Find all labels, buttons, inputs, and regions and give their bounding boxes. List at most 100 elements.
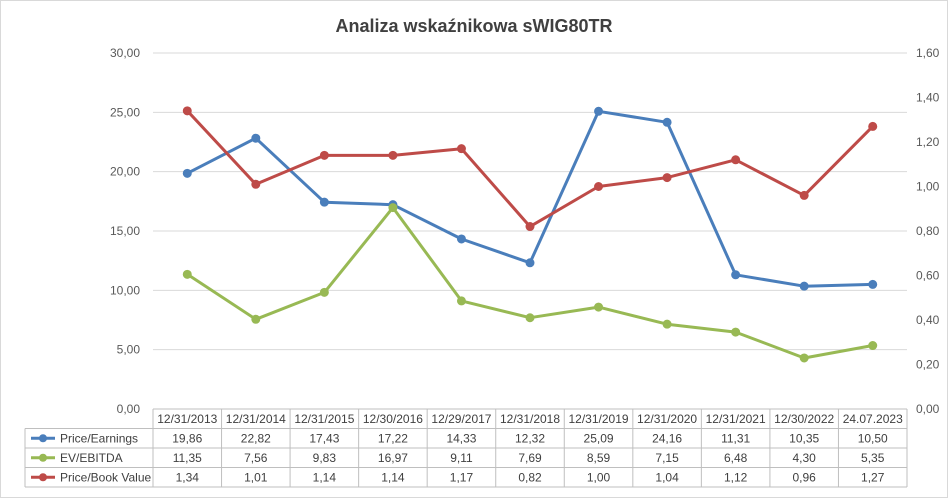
right-tick-label: 0,00 [916,402,940,416]
data-cell: 17,22 [378,431,408,445]
data-cell: 16,97 [378,451,408,465]
right-axis: 0,00 0,20 0,40 0,60 0,80 1,00 1,20 1,40 1,60 [916,46,940,416]
data-cell: 8,59 [587,451,611,465]
data-table: 12/31/2013 12/31/2014 12/31/2015 12/30/2016… [24,408,908,488]
data-cell: 1,17 [450,470,474,484]
left-tick-label: 15,00 [110,224,140,238]
data-cell: 1,27 [861,470,885,484]
left-tick-label: 25,00 [110,105,140,119]
series-point [868,341,878,351]
data-cell: 7,69 [518,451,542,465]
series-point [388,203,398,213]
series-point [799,281,809,291]
data-cell: 1,04 [655,470,679,484]
data-cell: 1,01 [244,470,268,484]
category-label: 12/31/2019 [569,412,629,426]
data-cell: 1,12 [724,470,748,484]
data-cell: 9,11 [450,451,473,465]
series-point [731,155,741,165]
category-label: 12/31/2018 [500,412,560,426]
data-cell: 4,30 [793,451,817,465]
data-cell: 1,14 [381,470,405,484]
series-point [594,302,604,312]
right-tick-label: 0,40 [916,313,940,327]
data-cell: 1,14 [313,470,337,484]
data-cell: 12,32 [515,431,545,445]
series-point [525,222,535,232]
left-tick-label: 10,00 [110,283,140,297]
data-cell: 22,82 [241,431,271,445]
right-tick-label: 1,00 [916,180,940,194]
series-name: Price/Earnings [60,431,138,445]
data-cell: 10,35 [789,431,819,445]
data-cell: 14,33 [446,431,476,445]
series-name: EV/EBITDA [60,451,123,465]
data-cell: 19,86 [172,431,202,445]
series-point [319,197,329,207]
left-tick-label: 20,00 [110,165,140,179]
category-label: 12/31/2021 [706,412,766,426]
legend-key-marker [39,453,47,462]
series-point [182,106,192,116]
series-point [388,150,398,160]
data-cell: 0,96 [793,470,817,484]
category-label: 24.07.2023 [843,412,903,426]
category-label: 12/29/2017 [431,412,491,426]
series-point [525,258,535,268]
series-point [456,234,466,244]
series-point [251,179,261,189]
series-point [251,133,261,143]
legend-key-marker [39,473,47,482]
data-cell: 9,83 [313,451,337,465]
data-cell: 1,00 [587,470,611,484]
series-name: Price/Book Value [60,470,151,484]
series-point [594,182,604,191]
right-tick-label: 1,60 [916,46,940,60]
data-cell: 7,15 [655,451,679,465]
series-point [731,327,741,337]
series-point [799,353,809,363]
legend-key-marker [39,434,47,443]
series-point [525,313,535,323]
data-cell: 25,09 [584,431,614,445]
series-point [594,106,604,116]
series-point [182,269,192,279]
right-tick-label: 0,80 [916,224,940,238]
series-point [662,319,672,329]
category-label: 12/31/2013 [157,412,217,426]
series-point [662,117,672,127]
series-point [731,270,741,280]
series-point [319,150,329,160]
right-tick-label: 1,40 [916,91,940,105]
right-tick-label: 0,60 [916,269,940,283]
series-layer [182,106,878,363]
data-cell: 17,43 [309,431,339,445]
data-cell: 1,34 [176,470,200,484]
data-cell: 5,35 [861,451,885,465]
right-tick-label: 1,20 [916,135,940,149]
data-cell: 11,31 [721,431,750,445]
series-point [182,168,192,178]
left-tick-label: 5,00 [117,343,141,357]
category-label: 12/31/2020 [637,412,697,426]
data-cell: 11,35 [173,451,202,465]
left-axis: 0,00 5,00 10,00 15,00 20,00 25,00 30,00 [110,46,140,416]
series-point [868,279,878,289]
data-cell: 24,16 [652,431,682,445]
series-point [868,121,878,131]
chart-title: Analiza wskaźnikowa sWIG80TR [335,16,612,36]
category-label: 12/31/2015 [294,412,354,426]
data-cell: 10,50 [858,431,888,445]
series-point [456,144,466,154]
category-label: 12/30/2022 [774,412,834,426]
data-cell: 7,56 [244,451,268,465]
series-point [456,296,466,306]
series-point [251,314,261,324]
category-label: 12/30/2016 [363,412,423,426]
left-tick-label: 30,00 [110,46,140,60]
left-tick-label: 0,00 [117,402,141,416]
data-cell: 0,82 [518,470,542,484]
series-point [662,173,672,183]
